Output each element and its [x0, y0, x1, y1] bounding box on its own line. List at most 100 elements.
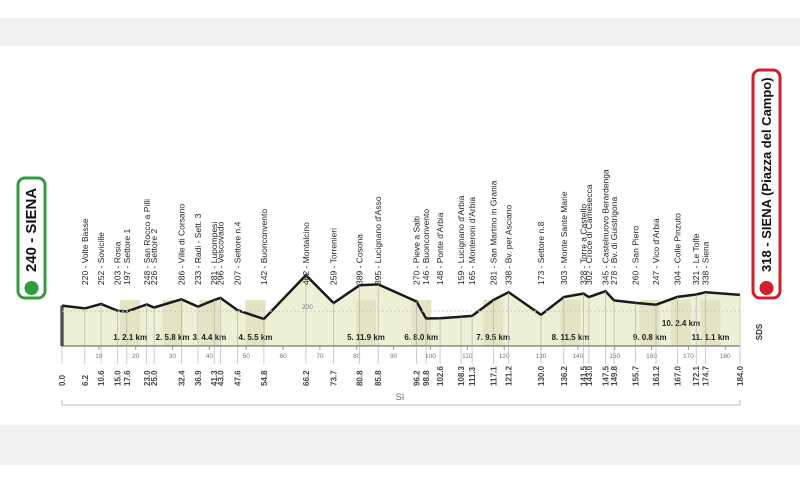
x-tick-label: 180	[720, 353, 731, 360]
sector-label: 6. 8.0 km	[404, 333, 438, 342]
waypoint-label: 146 - Buonconvento	[421, 209, 431, 285]
waypoint-label: 260 - San Piero	[631, 226, 641, 285]
waypoint-label: 338 - Siena	[701, 241, 711, 285]
km-label: 41.3	[210, 370, 219, 386]
x-tick-label: 100	[425, 353, 436, 360]
region-label: SI	[396, 392, 405, 402]
sector-label: 8. 11.5 km	[552, 333, 590, 342]
km-label: 161.2	[652, 365, 661, 386]
km-label: 155.7	[632, 365, 641, 386]
waypoint-label: 303 - Monte Sante Marie	[559, 191, 569, 285]
end-box	[751, 68, 782, 300]
end-label: 318 - SIENA (Piazza del Campo)	[759, 77, 774, 272]
waypoint-label: 286 - Ville di Corsano	[176, 204, 186, 285]
km-label: 54.8	[260, 370, 269, 386]
km-label: 66.2	[302, 370, 311, 386]
km-label: 47.6	[233, 370, 242, 386]
km-label: 10.6	[97, 370, 106, 386]
x-tick-label: 170	[683, 353, 694, 360]
waypoint-label: 247 - Vico d'Arbia	[651, 218, 661, 285]
sector-label: 3. 4.4 km	[192, 333, 226, 342]
sector-label: 9. 0.8 km	[633, 333, 667, 342]
km-label: 108.3	[457, 365, 466, 386]
x-tick-label: 10	[95, 353, 103, 360]
waypoint-label: 148 - Ponte d'Arbia	[435, 212, 445, 285]
x-tick-label: 90	[390, 353, 398, 360]
km-label: 6.2	[81, 374, 90, 386]
x-tick-label: 60	[279, 353, 287, 360]
km-label: 174.7	[702, 365, 711, 386]
km-label: 32.4	[177, 370, 186, 386]
km-label: 17.6	[123, 370, 132, 386]
km-label: 25.0	[150, 370, 159, 386]
x-tick-label: 110	[462, 353, 473, 360]
waypoint-label: 173 - Settore n.8	[536, 221, 546, 285]
waypoint-label: 197 - Settore 1	[122, 228, 132, 285]
waypoint-label: 207 - Settore n.4	[232, 221, 242, 285]
km-label: 73.7	[330, 370, 339, 386]
km-label: 130.0	[537, 365, 546, 386]
x-tick-label: 30	[169, 353, 177, 360]
km-label: 121.2	[505, 365, 514, 386]
waypoint-label: 248 - San Rocco a Pilli	[142, 199, 152, 285]
km-label: 167.0	[673, 365, 682, 386]
start-icon	[24, 281, 39, 295]
km-label: 143.0	[585, 365, 594, 386]
km-label: 172.1	[692, 365, 701, 386]
top-band	[0, 18, 800, 46]
km-label: 117.1	[489, 366, 498, 386]
km-label: 147.5	[602, 365, 611, 386]
waypoint-label: 252 - Sovicille	[96, 232, 106, 285]
km-label: 85.8	[374, 370, 383, 386]
waypoint-label: 142 - Buonconvento	[259, 209, 269, 285]
waypoint-label: 270 - Pieve a Salti	[411, 216, 421, 285]
y-tick-label: 200	[302, 304, 313, 311]
waypoint-label: 338 - Bv. per Asciano	[504, 205, 514, 285]
start-label: 240 - SIENA	[23, 188, 40, 272]
waypoint-label: 296 - Vescovado	[215, 221, 225, 285]
km-label: 0.0	[58, 374, 67, 386]
sector-label: 10. 2.4 km	[662, 319, 700, 328]
sector-label: 2. 5.8 km	[156, 333, 190, 342]
sector-label: 11. 1.1 km	[692, 333, 730, 342]
waypoint-label: 220 - Volte Basse	[80, 218, 90, 285]
waypoint-label: 259 - Torrenieri	[329, 228, 339, 285]
waypoint-label: 165 - Monteroni d'Arbia	[467, 197, 477, 285]
waypoint-label: 233 - Radi - Sett. 3	[193, 213, 203, 285]
waypoint-label: 226 - Settore 2	[149, 228, 159, 285]
waypoint-label: 278 - Bv. di Guistrigona	[609, 197, 619, 285]
waypoint-label: 462 - Montalcino	[301, 222, 311, 285]
x-tick-label: 150	[609, 353, 620, 360]
x-tick-label: 160	[646, 353, 657, 360]
sector-label: 1. 2.1 km	[113, 333, 147, 342]
km-label: 15.0	[113, 370, 122, 386]
km-label: 80.8	[356, 370, 365, 386]
waypoint-label: 345 - Castelnuovo Berardenga	[601, 169, 611, 285]
km-label: 96.2	[412, 370, 421, 386]
km-label: 111.3	[468, 366, 477, 386]
start-box	[16, 176, 47, 300]
x-tick-label: 20	[132, 353, 140, 360]
sector-label: 4. 5.5 km	[239, 333, 273, 342]
waypoint-label: 281 - San Martino in Grania	[488, 180, 498, 285]
km-label: 98.8	[422, 370, 431, 386]
km-label: 102.6	[436, 365, 445, 386]
end-note: SDS	[755, 323, 764, 340]
x-tick-label: 50	[243, 353, 251, 360]
waypoint-label: 395 - Lucignano d'Asso	[373, 196, 383, 285]
km-label: 184.0	[736, 365, 745, 386]
km-label: 141.5	[579, 365, 588, 386]
waypoint-label: 281 - Lupompesi	[209, 222, 219, 285]
waypoint-label: 321 - Le Tolfe	[691, 233, 701, 285]
km-label: 36.9	[194, 370, 203, 386]
sector-label: 7. 9.5 km	[476, 333, 510, 342]
waypoint-label: 304 - Colle Pinzuto	[672, 213, 682, 285]
km-label: 149.8	[610, 365, 619, 386]
profile-line	[61, 273, 741, 321]
waypoint-label: 159 - Lucignano d'Arbia	[456, 195, 466, 285]
end-icon	[759, 281, 774, 295]
km-label: 23.0	[143, 370, 152, 386]
sector-label: 5. 11.9 km	[347, 333, 385, 342]
